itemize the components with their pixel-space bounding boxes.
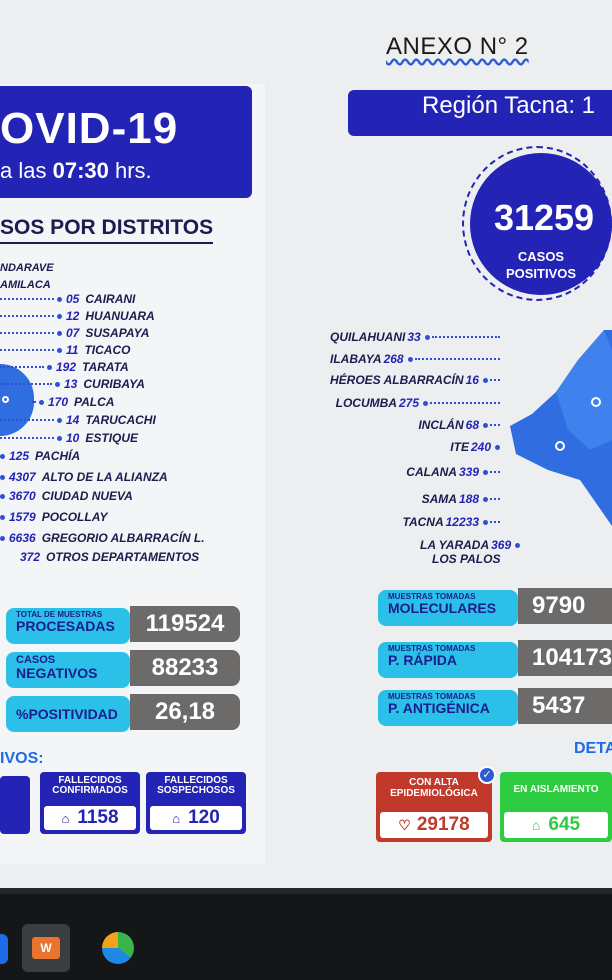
district-row: 125 PACHÍA [0, 449, 80, 463]
total-cases-label: CASOS [517, 249, 565, 264]
home-icon: ⌂ [531, 817, 541, 833]
test-label-moleculares: MUESTRAS TOMADAS MOLECULARES [378, 590, 518, 626]
district-row: 4307 ALTO DE LA ALIANZA [0, 470, 168, 484]
district-plain-label: NDARAVE [0, 262, 54, 274]
fallecidos-confirmados-box: FALLECIDOS CONFIRMADOS ⌂ 1158 [40, 772, 140, 834]
tacna-map-fragment [510, 330, 612, 526]
test-label-rapida: MUESTRAS TOMADAS P. RÁPIDA [378, 642, 518, 678]
alta-epidemiologica-box: CON ALTA EPIDEMIOLÓGICA ♡ 29178 [376, 772, 492, 842]
covid-title-banner: OVID-19 a las 07:30 hrs. [0, 86, 252, 198]
stat-value-procesadas: 119524 [130, 606, 240, 642]
district-row: 14 TARUCACHI [0, 413, 156, 427]
district-name-los-palos: LOS PALOS [432, 552, 501, 566]
district-row: QUILAHUANI 33 [330, 330, 500, 344]
district-plain-label: AMILACA [0, 279, 51, 291]
district-row: ILABAYA 268 [330, 352, 500, 366]
district-row: CALANA 339 [330, 465, 500, 479]
partial-box [0, 776, 30, 834]
district-row: 6636 GREGORIO ALBARRACÍN L. [0, 531, 205, 545]
taskbar [0, 888, 612, 980]
heart-icon: ♡ [398, 816, 411, 833]
district-row: 10 ESTIQUE [0, 431, 138, 445]
total-cases-circle: 31259 CASOS POSITIVOS [470, 153, 612, 295]
district-row: 13 CURIBAYA [0, 377, 145, 391]
stat-value-negativos: 88233 [130, 650, 240, 686]
annex-label: ANEXO N° 2 [386, 33, 529, 60]
office-app-button[interactable]: W [22, 924, 70, 972]
stat-label-positividad: %POSITIVIDAD [6, 696, 130, 732]
district-row: 05 CAIRANI [0, 292, 135, 306]
districts-heading: SOS POR DISTRITOS [0, 216, 214, 244]
hospital-icon: ⌂ [172, 810, 181, 826]
region-title-banner: Región Tacna: 1 [348, 90, 612, 136]
covid-title: OVID-19 [0, 104, 179, 153]
district-row: ITE 240 [330, 440, 500, 454]
test-value-moleculares: 9790 [518, 588, 612, 624]
deta-label: DETA [574, 740, 612, 757]
test-label-antigenica: MUESTRAS TOMADAS P. ANTIGÉNICA [378, 690, 518, 726]
start-button[interactable] [0, 934, 8, 964]
stat-value-positividad: 26,18 [130, 694, 240, 730]
district-row: 170 PALCA [32, 395, 114, 409]
district-row: LOCUMBA 275 [330, 396, 500, 410]
total-cases-label: POSITIVOS [505, 266, 577, 281]
aislamiento-box: EN AISLAMIENTO ⌂ 645 [500, 772, 612, 842]
district-row: TACNA 12233 [330, 515, 500, 529]
district-row: 1579 POCOLLAY [0, 510, 107, 524]
map-pin-icon [2, 396, 9, 403]
check-badge-icon: ✓ [478, 766, 496, 784]
fallecidos-sospechosos-box: FALLECIDOS SOSPECHOSOS ⌂ 120 [146, 772, 246, 834]
district-row: HÉROES ALBARRACÍN 16 [330, 373, 500, 387]
district-row: SAMA 188 [330, 492, 500, 506]
edge-browser-icon [102, 932, 134, 964]
district-row: 12 HUANUARA [0, 309, 155, 323]
vivos-label: IVOS: [0, 750, 44, 767]
test-value-antigenica: 5437 [518, 688, 612, 724]
district-row: INCLÁN 68 [330, 418, 500, 432]
edge-app-button[interactable] [94, 924, 142, 972]
district-row: 3670 CIUDAD NUEVA [0, 489, 133, 503]
report-time: a las 07:30 hrs. [0, 158, 152, 183]
total-cases-value: 31259 [493, 197, 595, 238]
left-infographic: OVID-19 a las 07:30 hrs. SOS POR DISTRIT… [0, 84, 265, 864]
district-row: 11 TICACO [0, 343, 130, 357]
district-row: 192 TARATA [0, 360, 129, 374]
district-row: 07 SUSAPAYA [0, 326, 149, 340]
stat-label-negativos: CASOS NEGATIVOS [6, 652, 130, 688]
test-value-rapida: 104173 [518, 640, 612, 676]
district-row: LA YARADA 369 [420, 538, 556, 552]
stat-label-procesadas: TOTAL DE MUESTRAS PROCESADAS [6, 608, 130, 644]
document-page: ANEXO N° 2 OVID-19 a las 07:30 hrs. SOS … [0, 0, 612, 888]
district-row: 372 OTROS DEPARTAMENTOS [20, 550, 200, 564]
hospital-icon: ⌂ [61, 810, 70, 826]
office-icon: W [32, 937, 60, 959]
